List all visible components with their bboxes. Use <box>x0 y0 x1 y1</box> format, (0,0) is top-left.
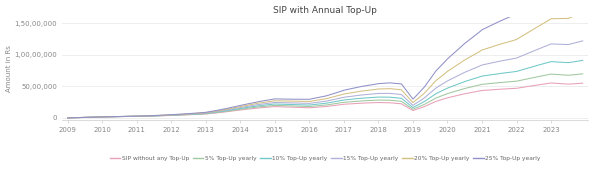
SIP without any Top-Up <box>260 106 267 109</box>
20% Top-Up yearly <box>522 33 529 35</box>
Line: SIP without any Top-Up: SIP without any Top-Up <box>68 83 583 118</box>
Line: 10% Top-Up yearly: 10% Top-Up yearly <box>68 60 583 118</box>
5% Top-Up yearly <box>73 117 80 119</box>
SIP without any Top-Up <box>73 117 80 119</box>
15% Top-Up yearly <box>64 117 71 119</box>
10% Top-Up yearly <box>562 61 569 64</box>
10% Top-Up yearly <box>260 104 267 106</box>
SIP without any Top-Up <box>170 114 178 117</box>
5% Top-Up yearly <box>522 78 529 80</box>
Y-axis label: Amount in Rs: Amount in Rs <box>5 45 11 92</box>
10% Top-Up yearly <box>73 117 80 119</box>
5% Top-Up yearly <box>579 73 586 75</box>
5% Top-Up yearly <box>562 74 569 76</box>
10% Top-Up yearly <box>170 114 178 116</box>
15% Top-Up yearly <box>73 117 80 119</box>
Title: SIP with Annual Top-Up: SIP with Annual Top-Up <box>273 6 377 15</box>
25% Top-Up yearly <box>73 117 80 119</box>
5% Top-Up yearly <box>125 115 132 118</box>
10% Top-Up yearly <box>64 117 71 119</box>
15% Top-Up yearly <box>579 40 586 42</box>
Legend: SIP without any Top-Up, 5% Top-Up yearly, 10% Top-Up yearly, 15% Top-Up yearly, : SIP without any Top-Up, 5% Top-Up yearly… <box>108 154 543 163</box>
25% Top-Up yearly <box>260 100 267 102</box>
20% Top-Up yearly <box>125 115 132 118</box>
5% Top-Up yearly <box>64 117 71 119</box>
SIP without any Top-Up <box>64 117 71 119</box>
15% Top-Up yearly <box>170 114 178 116</box>
10% Top-Up yearly <box>125 115 132 118</box>
SIP without any Top-Up <box>565 83 572 85</box>
20% Top-Up yearly <box>170 114 178 116</box>
20% Top-Up yearly <box>562 17 569 20</box>
Line: 20% Top-Up yearly: 20% Top-Up yearly <box>68 12 583 118</box>
10% Top-Up yearly <box>522 68 529 70</box>
25% Top-Up yearly <box>64 117 71 119</box>
5% Top-Up yearly <box>170 114 178 116</box>
20% Top-Up yearly <box>260 101 267 104</box>
25% Top-Up yearly <box>522 5 529 7</box>
SIP without any Top-Up <box>579 82 586 84</box>
25% Top-Up yearly <box>125 115 132 118</box>
5% Top-Up yearly <box>260 105 267 108</box>
20% Top-Up yearly <box>579 11 586 13</box>
10% Top-Up yearly <box>579 59 586 62</box>
20% Top-Up yearly <box>64 117 71 119</box>
20% Top-Up yearly <box>73 117 80 119</box>
Line: 5% Top-Up yearly: 5% Top-Up yearly <box>68 74 583 118</box>
Line: 25% Top-Up yearly: 25% Top-Up yearly <box>68 0 583 118</box>
15% Top-Up yearly <box>562 43 569 46</box>
Line: 15% Top-Up yearly: 15% Top-Up yearly <box>68 41 583 118</box>
15% Top-Up yearly <box>260 103 267 105</box>
15% Top-Up yearly <box>522 53 529 56</box>
SIP without any Top-Up <box>522 86 529 88</box>
SIP without any Top-Up <box>548 82 555 84</box>
25% Top-Up yearly <box>170 113 178 116</box>
15% Top-Up yearly <box>125 115 132 118</box>
SIP without any Top-Up <box>125 115 132 118</box>
